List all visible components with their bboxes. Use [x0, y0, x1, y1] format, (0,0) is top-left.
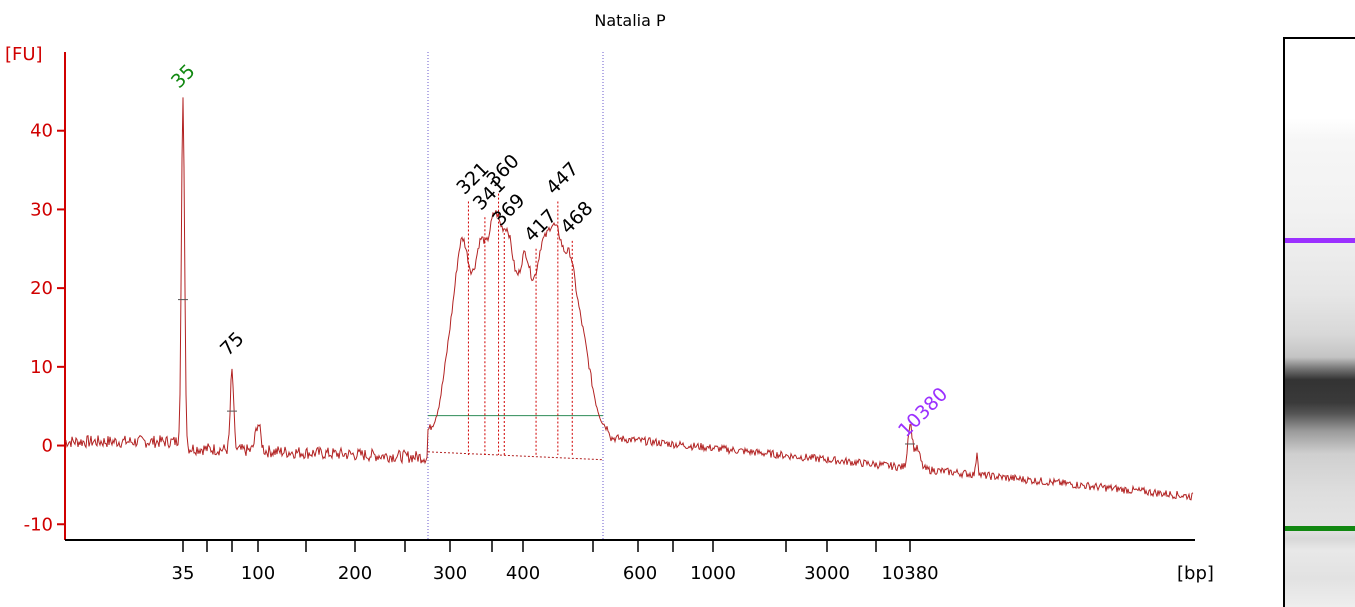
peak-label: 417	[520, 205, 561, 246]
x-tick-label: 1000	[690, 563, 736, 584]
fluorescence-trace	[64, 97, 1194, 501]
x-tick-label: 100	[241, 563, 275, 584]
x-tick-label: 10380	[881, 563, 938, 584]
x-tick-label: 35	[172, 563, 195, 584]
y-tick-label: 0	[42, 436, 53, 457]
analysis-region	[427, 52, 604, 540]
region-floor-line	[427, 451, 604, 461]
electropherogram-chart: Natalia P [FU] [bp] -10 0 10 20 30 40 35 100 20…	[5, 11, 1214, 584]
y-tick-label: 40	[30, 121, 53, 142]
y-tick-label: 10	[30, 357, 53, 378]
peak-label: 35	[167, 60, 200, 93]
peak-label: 10380	[894, 383, 952, 441]
y-axis-label: [FU]	[5, 44, 43, 65]
trace-line	[64, 97, 1194, 501]
chart-title: Natalia P	[594, 11, 666, 30]
x-tick-label: 3000	[804, 563, 850, 584]
x-tick-label: 300	[433, 563, 467, 584]
gel-lane	[1285, 39, 1355, 607]
gel-image	[1283, 37, 1355, 607]
peak-label: 447	[542, 158, 583, 199]
y-tick-label: 20	[30, 278, 53, 299]
peak-label: 468	[556, 197, 597, 238]
upper-marker-band	[1285, 238, 1355, 243]
y-tick-label: -10	[24, 514, 53, 535]
lower-marker-band	[1285, 526, 1355, 531]
x-tick-label: 400	[506, 563, 540, 584]
x-tick-label: 200	[338, 563, 372, 584]
peak-label: 75	[216, 328, 249, 361]
y-tick-label: 30	[30, 199, 53, 220]
y-axis: -10 0 10 20 30 40	[24, 52, 66, 540]
x-tick-label: 600	[623, 563, 657, 584]
x-axis: 35 100 200 300 400 600 1000 3000 10380	[65, 539, 1195, 584]
x-axis-label: [bp]	[1177, 563, 1214, 584]
